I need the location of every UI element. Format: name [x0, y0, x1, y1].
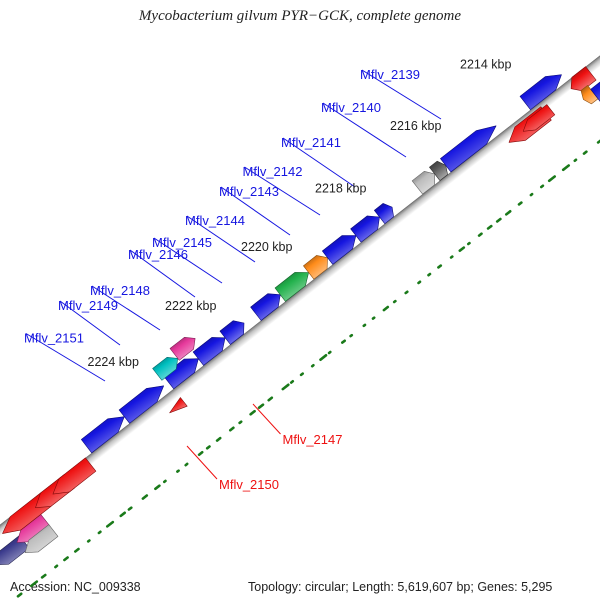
svg-text:2216 kbp: 2216 kbp	[390, 119, 441, 133]
svg-text:Mflv_2143: Mflv_2143	[219, 184, 279, 199]
svg-text:Mflv_2151: Mflv_2151	[24, 331, 84, 346]
svg-text:2218 kbp: 2218 kbp	[315, 182, 366, 196]
svg-text:2224 kbp: 2224 kbp	[88, 355, 139, 369]
svg-text:Mflv_2139: Mflv_2139	[360, 67, 420, 82]
svg-text:Mflv_2149: Mflv_2149	[58, 298, 118, 313]
svg-text:Mflv_2142: Mflv_2142	[243, 164, 303, 179]
svg-text:Mflv_2141: Mflv_2141	[281, 135, 341, 150]
svg-text:2222 kbp: 2222 kbp	[165, 299, 216, 313]
svg-text:2220 kbp: 2220 kbp	[241, 240, 292, 254]
svg-text:Mflv_2147: Mflv_2147	[283, 432, 343, 447]
svg-text:Mflv_2146: Mflv_2146	[128, 247, 188, 262]
svg-text:2214 kbp: 2214 kbp	[460, 57, 511, 71]
svg-text:Mflv_2140: Mflv_2140	[321, 100, 381, 115]
svg-text:Mflv_2144: Mflv_2144	[185, 213, 245, 228]
svg-text:Mflv_2150: Mflv_2150	[219, 477, 279, 492]
svg-text:Mflv_2148: Mflv_2148	[90, 283, 150, 298]
